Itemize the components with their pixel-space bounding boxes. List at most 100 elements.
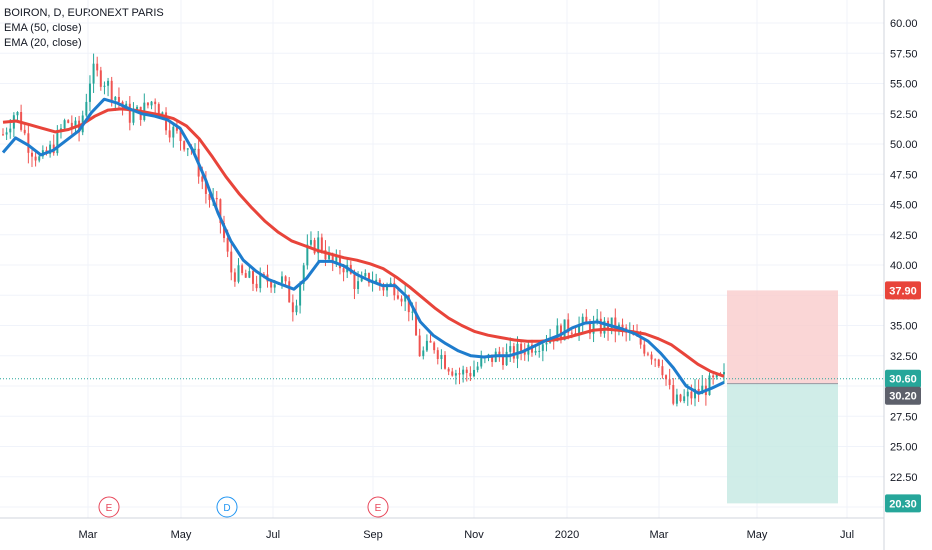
stop-price-badge [885, 494, 921, 513]
candle-body [338, 256, 341, 269]
candle-body [578, 324, 581, 334]
candle-body [668, 379, 671, 386]
candle-body [643, 344, 646, 354]
stop-zone[interactable] [727, 383, 838, 504]
candle-body [491, 354, 494, 362]
candle-body [63, 120, 66, 129]
y-tick-label: 32.50 [890, 351, 918, 363]
chart-legend: BOIRON, D, EURONEXT PARIS EMA (50, close… [4, 6, 164, 51]
candle-body [74, 120, 77, 128]
candle-body [592, 322, 595, 334]
candle-body [360, 276, 363, 282]
earnings-marker[interactable] [98, 496, 120, 518]
candle-body [353, 273, 356, 290]
candle-body [545, 342, 548, 345]
y-tick-label: 42.50 [890, 230, 918, 242]
candle-body [161, 112, 164, 114]
candle-body [708, 375, 711, 396]
candle-body [208, 193, 211, 200]
candle-body [70, 122, 73, 128]
candle-body [690, 391, 693, 399]
candle-body [404, 294, 407, 302]
current-price-badge-text: 30.60 [889, 374, 917, 386]
candle-body [389, 282, 392, 285]
dividend-marker[interactable] [216, 496, 238, 518]
candle-body [556, 325, 559, 342]
candle-body [512, 346, 515, 359]
candle-body [382, 285, 385, 291]
candle-body [99, 70, 102, 87]
candle-body [204, 181, 207, 194]
candle-body [154, 101, 157, 105]
candle-body [107, 80, 110, 86]
candle-body [436, 350, 439, 359]
candle-body [157, 104, 160, 114]
candle-body [509, 346, 512, 352]
candle-body [563, 319, 566, 341]
candle-body [201, 176, 204, 182]
candle-body [523, 351, 526, 355]
candle-body [393, 282, 396, 296]
candle-body [454, 373, 457, 376]
candle-body [723, 372, 725, 375]
candle-body [444, 354, 447, 369]
earnings-marker-label: E [106, 503, 113, 514]
candle-body [146, 102, 149, 106]
target-price-badge [885, 281, 921, 300]
candle-body [262, 274, 265, 276]
y-tick-label: 35.00 [890, 321, 918, 333]
candle-body [694, 388, 697, 399]
x-tick-label: Mar [79, 529, 98, 541]
candle-body [165, 112, 168, 131]
candle-body [59, 128, 62, 131]
candle-body [599, 318, 602, 334]
candle-body [342, 268, 345, 273]
candle-body [570, 332, 573, 334]
candle-body [429, 340, 432, 343]
candle-body [458, 373, 461, 375]
candles [2, 53, 725, 407]
candle-body [67, 120, 70, 123]
candle-body [400, 298, 403, 302]
candle-body [237, 265, 240, 282]
candle-body [588, 322, 591, 334]
candle-body [215, 197, 218, 200]
earnings-marker[interactable] [367, 496, 389, 518]
candle-body [23, 129, 26, 134]
candle-body [603, 320, 606, 334]
candle-body [476, 366, 479, 370]
candle-body [581, 316, 584, 325]
candle-body [223, 222, 226, 239]
legend-ema20: EMA (20, close) [4, 37, 82, 49]
y-tick-label: 45.00 [890, 200, 918, 212]
candle-body [88, 83, 91, 102]
candle-body [411, 311, 414, 313]
candle-body [186, 148, 189, 150]
candle-body [255, 283, 258, 289]
candle-body [610, 317, 613, 331]
candle-body [172, 126, 175, 138]
candle-body [16, 112, 19, 116]
candle-body [465, 369, 468, 373]
candle-body [150, 101, 153, 106]
candle-body [396, 295, 399, 299]
y-tick-label: 27.50 [890, 411, 918, 423]
candle-body [30, 152, 33, 157]
candle-body [96, 63, 99, 71]
candle-body [114, 96, 117, 101]
candle-body [179, 130, 182, 142]
candle-body [715, 373, 718, 378]
earnings-marker-label: E [375, 503, 382, 514]
candle-body [469, 372, 472, 377]
candle-body [646, 353, 649, 355]
candle-body [128, 103, 131, 123]
candle-body [320, 237, 323, 251]
target-zone[interactable] [727, 290, 838, 384]
candle-body [175, 126, 178, 131]
candle-body [650, 354, 653, 360]
dividend-marker-label: D [223, 503, 230, 514]
position-zones[interactable] [0, 290, 884, 504]
candle-body [516, 343, 519, 359]
